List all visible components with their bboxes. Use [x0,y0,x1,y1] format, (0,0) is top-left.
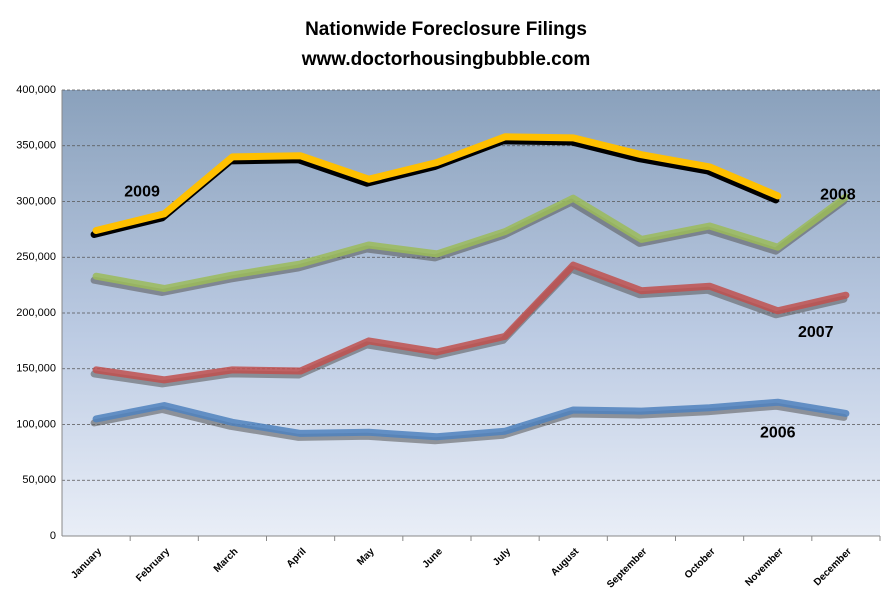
x-tick-label: June [421,546,446,571]
y-tick-label: 400,000 [16,84,56,96]
x-tick-label: December [812,546,854,588]
line-shadow [90,402,848,445]
x-tick-label: February [134,546,172,584]
series-line [92,398,850,441]
x-tick-label: May [355,546,377,568]
series-label: 2007 [798,324,834,341]
y-tick-label: 50,000 [22,474,56,486]
y-tick-label: 0 [50,530,56,542]
series-line [92,193,850,292]
series-label: 2008 [820,186,856,203]
x-tick-label: April [285,546,309,570]
x-tick-label: August [549,546,582,579]
x-tick-label: March [212,546,241,575]
y-tick-label: 250,000 [16,251,56,263]
series-line [92,261,850,384]
y-tick-label: 100,000 [16,418,56,430]
y-tick-label: 300,000 [16,195,56,207]
x-tick-label: July [491,546,513,568]
series-label: 2006 [760,424,796,441]
x-tick-label: October [683,546,718,581]
y-tick-label: 200,000 [16,307,56,319]
series-line [92,133,782,234]
y-tick-label: 150,000 [16,363,56,375]
chart-subtitle: www.doctorhousingbubble.com [301,49,591,70]
chart-title: Nationwide Foreclosure Filings [305,19,587,40]
x-tick-label: November [743,546,785,588]
x-tick-label: September [605,546,649,590]
series-label: 2009 [124,184,160,201]
x-tick-label: January [69,546,104,581]
y-tick-label: 350,000 [16,140,56,152]
